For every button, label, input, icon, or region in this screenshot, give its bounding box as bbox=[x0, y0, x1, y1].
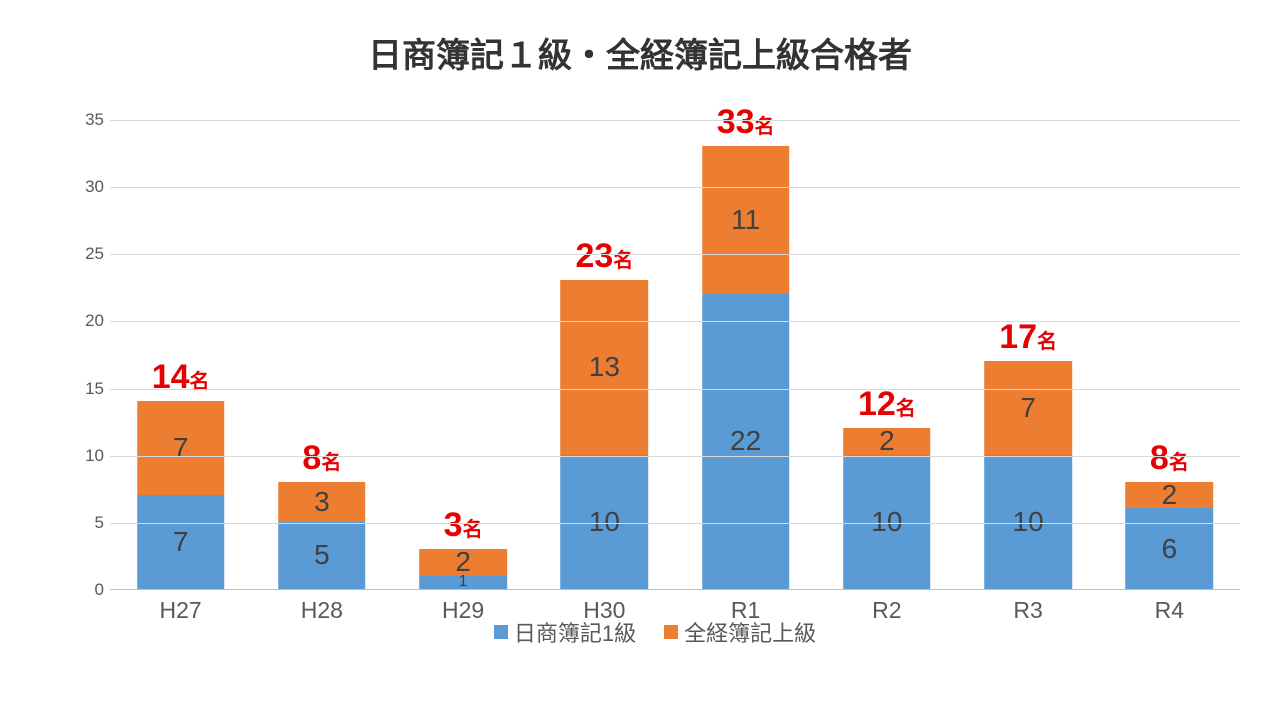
y-tick: 15 bbox=[70, 379, 104, 399]
legend-swatch bbox=[494, 625, 508, 639]
bar-stack: 35 bbox=[278, 482, 366, 589]
gridline bbox=[110, 389, 1240, 390]
bar-segment: 3 bbox=[278, 482, 366, 522]
bar-segment: 6 bbox=[1126, 508, 1214, 589]
bar-stack: 77 bbox=[137, 401, 225, 589]
total-number: 17 bbox=[999, 318, 1037, 356]
bar-segment: 7 bbox=[984, 361, 1072, 455]
total-number: 12 bbox=[858, 385, 896, 423]
total-label: 3名 bbox=[444, 506, 483, 545]
gridline bbox=[110, 456, 1240, 457]
bar-segment: 7 bbox=[137, 495, 225, 589]
legend-swatch bbox=[664, 625, 678, 639]
total-label: 33名 bbox=[717, 103, 775, 142]
chart-area: 7714名H27358名H28213名H29131023名H30112233名R… bbox=[70, 120, 1240, 650]
total-number: 14 bbox=[152, 358, 190, 396]
y-tick: 5 bbox=[70, 513, 104, 533]
total-label: 23名 bbox=[575, 237, 633, 276]
bar-stack: 1310 bbox=[561, 280, 649, 589]
total-label: 17名 bbox=[999, 318, 1057, 357]
chart-title: 日商簿記１級・全経簿記上級合格者 bbox=[0, 0, 1280, 77]
total-label: 8名 bbox=[302, 439, 341, 478]
total-number: 8 bbox=[302, 439, 321, 477]
total-suffix: 名 bbox=[190, 371, 210, 393]
gridline bbox=[110, 187, 1240, 188]
bar-segment: 2 bbox=[419, 549, 507, 576]
bar-stack: 21 bbox=[419, 549, 507, 589]
legend-item: 日商簿記1級 bbox=[494, 616, 636, 648]
bar-slot: 21012名R2 bbox=[816, 120, 957, 589]
bar-slot: 71017名R3 bbox=[958, 120, 1099, 589]
y-tick: 20 bbox=[70, 311, 104, 331]
bar-stack: 26 bbox=[1126, 482, 1214, 589]
bar-segment: 2 bbox=[843, 428, 931, 455]
bar-slot: 268名R4 bbox=[1099, 120, 1240, 589]
bar-slot: 358名H28 bbox=[251, 120, 392, 589]
plot-area: 7714名H27358名H28213名H29131023名H30112233名R… bbox=[110, 120, 1240, 590]
legend: 日商簿記1級 全経簿記上級 bbox=[70, 616, 1240, 648]
gridline bbox=[110, 523, 1240, 524]
total-suffix: 名 bbox=[1037, 331, 1057, 353]
bar-slot: 213名H29 bbox=[393, 120, 534, 589]
bar-segment: 1 bbox=[419, 576, 507, 589]
bar-slot: 131023名H30 bbox=[534, 120, 675, 589]
total-label: 14名 bbox=[152, 358, 210, 397]
y-tick: 10 bbox=[70, 446, 104, 466]
total-number: 33 bbox=[717, 103, 755, 141]
legend-item: 全経簿記上級 bbox=[664, 616, 816, 648]
y-tick: 25 bbox=[70, 244, 104, 264]
bar-slot: 7714名H27 bbox=[110, 120, 251, 589]
y-tick: 30 bbox=[70, 177, 104, 197]
gridline bbox=[110, 321, 1240, 322]
bar-stack: 710 bbox=[984, 361, 1072, 589]
bar-segment: 5 bbox=[278, 522, 366, 589]
y-tick: 35 bbox=[70, 110, 104, 130]
total-number: 8 bbox=[1150, 439, 1169, 477]
total-label: 12名 bbox=[858, 385, 916, 424]
bar-segment: 22 bbox=[702, 294, 790, 589]
bar-segment: 10 bbox=[843, 455, 931, 589]
y-tick: 0 bbox=[70, 580, 104, 600]
bars-container: 7714名H27358名H28213名H29131023名H30112233名R… bbox=[110, 120, 1240, 589]
total-suffix: 名 bbox=[896, 398, 916, 420]
bar-segment: 2 bbox=[1126, 482, 1214, 509]
legend-label: 日商簿記1級 bbox=[514, 616, 636, 648]
bar-stack: 210 bbox=[843, 428, 931, 589]
bar-segment: 11 bbox=[702, 146, 790, 294]
total-number: 23 bbox=[575, 237, 613, 275]
legend-label: 全経簿記上級 bbox=[684, 616, 816, 648]
gridline bbox=[110, 120, 1240, 121]
gridline bbox=[110, 254, 1240, 255]
total-label: 8名 bbox=[1150, 439, 1189, 478]
bar-segment: 7 bbox=[137, 401, 225, 495]
total-number: 3 bbox=[444, 506, 463, 544]
bar-segment: 13 bbox=[561, 280, 649, 455]
bar-slot: 112233名R1 bbox=[675, 120, 816, 589]
